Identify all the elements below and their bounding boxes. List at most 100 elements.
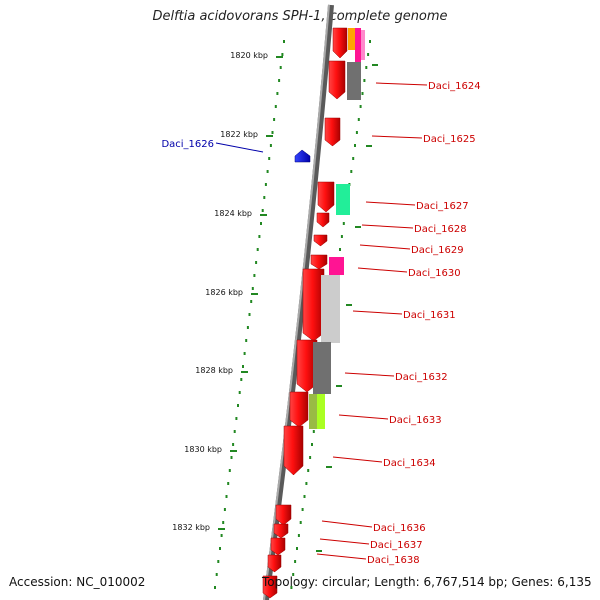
gene-label: Daci_1632 [395,372,448,383]
scale-label: 1828 kbp [195,366,233,375]
ruler-dot [251,287,254,290]
leader-line [332,456,383,463]
cog-block [313,342,331,394]
ruler-dot [312,430,315,433]
ruler-dot [283,40,285,43]
ruler-dot [235,417,238,420]
gene-arrow [283,425,304,476]
leader-line [344,372,395,377]
gene-arrow [310,254,328,270]
ruler-dot [363,79,366,82]
cog-block [355,28,361,62]
ruler-dot [309,456,312,459]
cog-block [336,184,350,215]
ruler-dot [214,586,216,589]
ruler-dot [245,339,248,342]
scale-tick [241,371,248,373]
gene-arrow [289,391,309,428]
gene-label: Daci_1625 [423,134,476,145]
leader-line [321,520,373,528]
ruler-tick [372,64,378,66]
ruler-dot [258,235,261,238]
leader-line [375,82,428,86]
scale-label: 1824 kbp [214,209,252,218]
ruler-dot [355,131,358,134]
accession-text: Accession: NC_010002 [9,575,146,589]
ruler-dot [294,560,297,563]
scale-label: 1822 kbp [220,130,258,139]
ruler-dot [248,313,251,316]
ruler-dot [222,521,225,524]
ruler-dot [253,274,256,277]
ruler-dot [250,300,253,303]
ruler-tick [366,145,372,147]
scale-tick [260,214,267,216]
ruler-dot [350,170,353,173]
ruler-dot [339,248,341,251]
gene-label: Daci_1633 [389,415,442,426]
scale-label: 1820 kbp [230,51,268,60]
cog-block [347,62,361,100]
ruler-tick [316,550,322,552]
ruler-dot [263,196,266,199]
ruler-dot [269,144,272,147]
cog-block [321,275,340,343]
ruler-dot [266,170,269,173]
ruler-dot [367,53,370,56]
ruler-dot [279,66,282,69]
gene-arrow [316,212,330,228]
cog-block [309,394,318,429]
scale-tick [251,293,258,295]
ruler-dot [354,144,356,147]
gene-label: Daci_1634 [383,458,436,469]
scale-label: 1832 kbp [172,523,210,532]
ruler-tick [326,466,332,468]
map-title: Delftia acidovorans SPH-1, complete geno… [152,9,448,24]
gene-arrow [328,60,346,100]
ruler-dot [361,92,364,95]
gene-arrow [267,554,282,573]
ruler-dot [296,547,298,550]
gene-arrow [275,504,292,526]
scale-tick [218,528,225,530]
ruler-dot [223,508,226,511]
ruler-dot [232,443,235,446]
gene-arrow [296,339,318,393]
backbone-line [263,4,330,600]
ruler-dot [238,391,241,394]
leader-line [338,414,389,420]
ruler-dot [230,456,233,459]
gene-arrow [313,234,328,247]
ruler-dot [256,248,259,251]
gene-arrow [270,537,286,556]
ruler-dot [237,404,239,407]
ruler-dot [242,365,244,368]
scale-tick [266,135,273,137]
leader-line [215,142,264,153]
ruler-dot [233,430,236,433]
ruler-dot [255,261,258,264]
ruler-dot [340,235,343,238]
ruler-dot [225,495,228,498]
cog-block [361,30,365,60]
scale-label: 1826 kbp [205,288,243,297]
ruler-dot [274,105,277,108]
cog-block [317,394,325,429]
ruler-dot [276,92,279,95]
leader-line [359,244,411,250]
gene-arrow [332,27,348,59]
gene-arrow [262,575,278,599]
gene-label: Daci_1637 [370,540,423,551]
leader-line [352,310,403,315]
ruler-dot [240,378,243,381]
scale-tick [276,56,283,58]
ruler-dot [228,469,231,472]
cog-block [329,257,344,275]
gene-label: Daci_1624 [428,81,481,92]
ruler-dot [369,40,371,43]
gene-label: Daci_1629 [411,245,464,256]
gene-label: Daci_1626 [161,139,214,150]
gene-arrow [302,268,325,342]
gene-label: Daci_1630 [408,268,461,279]
